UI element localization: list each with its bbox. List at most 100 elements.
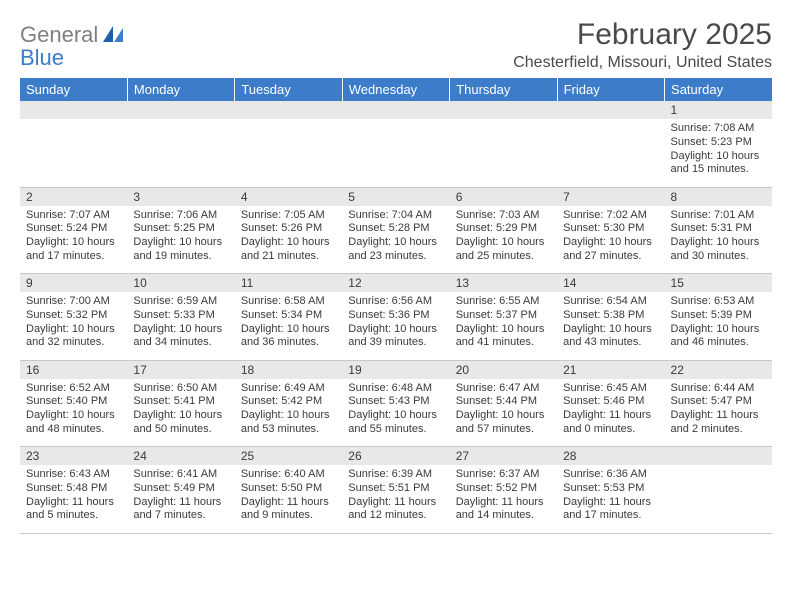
dayheader-thursday: Thursday [450, 78, 557, 101]
dayheader-monday: Monday [127, 78, 234, 101]
day-header-row: Sunday Monday Tuesday Wednesday Thursday… [20, 78, 772, 101]
location: Chesterfield, Missouri, United States [513, 54, 772, 72]
day-details: Sunrise: 6:54 AMSunset: 5:38 PMDaylight:… [563, 295, 658, 350]
day-content-cell: Sunrise: 6:47 AMSunset: 5:44 PMDaylight:… [450, 379, 557, 447]
day-content-cell: Sunrise: 6:43 AMSunset: 5:48 PMDaylight:… [20, 465, 127, 533]
logo-word-blue: Blue [20, 47, 125, 69]
month-title: February 2025 [513, 18, 772, 52]
day-number-cell: 14 [557, 274, 664, 293]
day-content-cell: Sunrise: 6:56 AMSunset: 5:36 PMDaylight:… [342, 292, 449, 360]
day-content-cell: Sunrise: 6:54 AMSunset: 5:38 PMDaylight:… [557, 292, 664, 360]
title-block: February 2025 Chesterfield, Missouri, Un… [513, 18, 772, 72]
daynum-row: 1 [20, 101, 772, 119]
day-content-cell: Sunrise: 6:53 AMSunset: 5:39 PMDaylight:… [665, 292, 772, 360]
day-number-cell: 27 [450, 447, 557, 466]
sail-icon [103, 26, 125, 49]
day-details: Sunrise: 6:40 AMSunset: 5:50 PMDaylight:… [241, 468, 336, 523]
day-details: Sunrise: 7:06 AMSunset: 5:25 PMDaylight:… [133, 209, 228, 264]
day-content-cell: Sunrise: 6:48 AMSunset: 5:43 PMDaylight:… [342, 379, 449, 447]
day-details: Sunrise: 7:02 AMSunset: 5:30 PMDaylight:… [563, 209, 658, 264]
day-number-cell: 12 [342, 274, 449, 293]
day-content-cell: Sunrise: 6:40 AMSunset: 5:50 PMDaylight:… [235, 465, 342, 533]
day-details: Sunrise: 6:48 AMSunset: 5:43 PMDaylight:… [348, 382, 443, 437]
day-number-cell: 4 [235, 187, 342, 206]
day-content-cell: Sunrise: 7:08 AMSunset: 5:23 PMDaylight:… [665, 119, 772, 187]
day-details: Sunrise: 6:56 AMSunset: 5:36 PMDaylight:… [348, 295, 443, 350]
day-content-cell: Sunrise: 6:58 AMSunset: 5:34 PMDaylight:… [235, 292, 342, 360]
day-number-cell [665, 447, 772, 466]
day-content-cell: Sunrise: 6:52 AMSunset: 5:40 PMDaylight:… [20, 379, 127, 447]
day-details: Sunrise: 7:07 AMSunset: 5:24 PMDaylight:… [26, 209, 121, 264]
day-content-cell: Sunrise: 7:00 AMSunset: 5:32 PMDaylight:… [20, 292, 127, 360]
day-number-cell: 22 [665, 360, 772, 379]
day-content-cell: Sunrise: 6:55 AMSunset: 5:37 PMDaylight:… [450, 292, 557, 360]
daynum-row: 2345678 [20, 187, 772, 206]
day-details: Sunrise: 6:39 AMSunset: 5:51 PMDaylight:… [348, 468, 443, 523]
day-content-cell [450, 119, 557, 187]
day-number-cell: 25 [235, 447, 342, 466]
day-details: Sunrise: 7:08 AMSunset: 5:23 PMDaylight:… [671, 122, 766, 177]
day-content-cell: Sunrise: 6:49 AMSunset: 5:42 PMDaylight:… [235, 379, 342, 447]
daynum-row: 9101112131415 [20, 274, 772, 293]
day-content-cell: Sunrise: 7:04 AMSunset: 5:28 PMDaylight:… [342, 206, 449, 274]
day-content-cell: Sunrise: 6:50 AMSunset: 5:41 PMDaylight:… [127, 379, 234, 447]
day-number-cell: 10 [127, 274, 234, 293]
day-number-cell: 1 [665, 101, 772, 119]
dayheader-wednesday: Wednesday [342, 78, 449, 101]
day-details: Sunrise: 6:43 AMSunset: 5:48 PMDaylight:… [26, 468, 121, 523]
day-details: Sunrise: 7:04 AMSunset: 5:28 PMDaylight:… [348, 209, 443, 264]
day-number-cell: 5 [342, 187, 449, 206]
day-details: Sunrise: 6:59 AMSunset: 5:33 PMDaylight:… [133, 295, 228, 350]
daynum-row: 232425262728 [20, 447, 772, 466]
logo-text-block: General Blue [20, 24, 125, 69]
day-number-cell: 23 [20, 447, 127, 466]
day-content-cell: Sunrise: 7:06 AMSunset: 5:25 PMDaylight:… [127, 206, 234, 274]
day-details: Sunrise: 7:05 AMSunset: 5:26 PMDaylight:… [241, 209, 336, 264]
day-details: Sunrise: 6:45 AMSunset: 5:46 PMDaylight:… [563, 382, 658, 437]
day-number-cell: 20 [450, 360, 557, 379]
day-content-cell: Sunrise: 6:39 AMSunset: 5:51 PMDaylight:… [342, 465, 449, 533]
day-number-cell: 17 [127, 360, 234, 379]
day-details: Sunrise: 7:03 AMSunset: 5:29 PMDaylight:… [456, 209, 551, 264]
day-details: Sunrise: 6:55 AMSunset: 5:37 PMDaylight:… [456, 295, 551, 350]
logo: General Blue [20, 18, 125, 69]
day-number-cell: 19 [342, 360, 449, 379]
day-details: Sunrise: 6:44 AMSunset: 5:47 PMDaylight:… [671, 382, 766, 437]
day-number-cell: 21 [557, 360, 664, 379]
day-number-cell [20, 101, 127, 119]
day-number-cell: 28 [557, 447, 664, 466]
day-content-cell: Sunrise: 7:01 AMSunset: 5:31 PMDaylight:… [665, 206, 772, 274]
day-details: Sunrise: 6:50 AMSunset: 5:41 PMDaylight:… [133, 382, 228, 437]
day-details: Sunrise: 7:00 AMSunset: 5:32 PMDaylight:… [26, 295, 121, 350]
day-number-cell: 9 [20, 274, 127, 293]
day-content-cell: Sunrise: 6:59 AMSunset: 5:33 PMDaylight:… [127, 292, 234, 360]
day-number-cell: 6 [450, 187, 557, 206]
day-number-cell [235, 101, 342, 119]
day-content-cell: Sunrise: 7:02 AMSunset: 5:30 PMDaylight:… [557, 206, 664, 274]
day-content-cell [665, 465, 772, 533]
day-details: Sunrise: 6:58 AMSunset: 5:34 PMDaylight:… [241, 295, 336, 350]
header: General Blue February 2025 Chesterfield,… [20, 18, 772, 72]
day-number-cell: 7 [557, 187, 664, 206]
day-number-cell: 24 [127, 447, 234, 466]
content-row: Sunrise: 7:07 AMSunset: 5:24 PMDaylight:… [20, 206, 772, 274]
day-content-cell: Sunrise: 6:41 AMSunset: 5:49 PMDaylight:… [127, 465, 234, 533]
day-content-cell [342, 119, 449, 187]
day-details: Sunrise: 6:41 AMSunset: 5:49 PMDaylight:… [133, 468, 228, 523]
day-details: Sunrise: 6:47 AMSunset: 5:44 PMDaylight:… [456, 382, 551, 437]
dayheader-tuesday: Tuesday [235, 78, 342, 101]
daynum-row: 16171819202122 [20, 360, 772, 379]
day-content-cell: Sunrise: 6:45 AMSunset: 5:46 PMDaylight:… [557, 379, 664, 447]
day-number-cell [342, 101, 449, 119]
day-content-cell [235, 119, 342, 187]
day-number-cell: 15 [665, 274, 772, 293]
day-details: Sunrise: 6:36 AMSunset: 5:53 PMDaylight:… [563, 468, 658, 523]
day-details: Sunrise: 6:37 AMSunset: 5:52 PMDaylight:… [456, 468, 551, 523]
day-details: Sunrise: 7:01 AMSunset: 5:31 PMDaylight:… [671, 209, 766, 264]
dayheader-friday: Friday [557, 78, 664, 101]
dayheader-saturday: Saturday [665, 78, 772, 101]
day-number-cell: 16 [20, 360, 127, 379]
day-content-cell: Sunrise: 7:03 AMSunset: 5:29 PMDaylight:… [450, 206, 557, 274]
day-number-cell: 13 [450, 274, 557, 293]
day-number-cell [450, 101, 557, 119]
